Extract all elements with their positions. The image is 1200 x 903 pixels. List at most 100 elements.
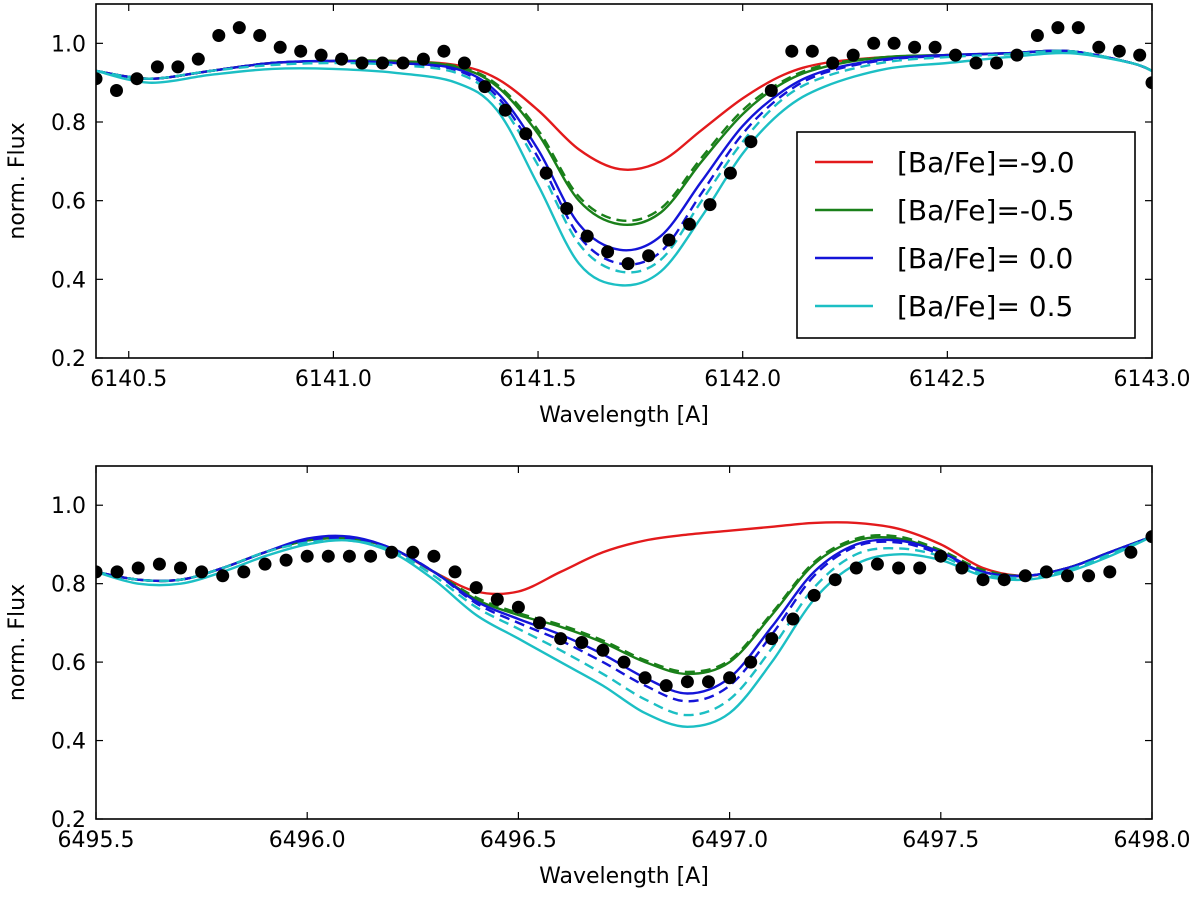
observed-point xyxy=(744,135,758,149)
x-tick-label: 6141.5 xyxy=(500,367,577,392)
observed-point xyxy=(642,249,656,263)
observed-point xyxy=(683,217,696,231)
observed-point xyxy=(478,80,492,94)
observed-point xyxy=(498,103,512,117)
observed-point xyxy=(490,592,504,606)
observed-point xyxy=(364,549,378,563)
observed-point xyxy=(560,202,574,215)
observed-point xyxy=(870,557,884,571)
y-tick-label: 0.4 xyxy=(51,730,86,755)
y-tick-label: 0.8 xyxy=(51,573,86,598)
observed-point xyxy=(846,48,860,62)
x-tick-label: 6140.5 xyxy=(90,367,167,392)
y-tick-label: 0.2 xyxy=(51,347,86,372)
x-tick-label: 6142.5 xyxy=(909,367,986,392)
legend-label: [Ba/Fe]=-0.5 xyxy=(897,194,1075,227)
observed-point xyxy=(448,565,462,579)
observed-point xyxy=(662,233,676,247)
observed-point xyxy=(638,671,652,685)
observed-point xyxy=(828,573,842,587)
observed-point xyxy=(258,557,272,571)
observed-point xyxy=(826,56,840,70)
x-tick-label: 6143.0 xyxy=(1114,367,1191,392)
y-tick-label: 0.6 xyxy=(51,651,86,676)
axes-frame xyxy=(95,465,1153,820)
series-line-4-dashed xyxy=(96,49,1152,266)
observed-point xyxy=(928,40,942,54)
observed-point xyxy=(1145,76,1152,90)
observed-point xyxy=(273,40,287,54)
observed-point xyxy=(849,561,863,575)
observed-point xyxy=(152,557,166,571)
observed-point xyxy=(934,549,948,563)
observed-point xyxy=(1133,48,1147,62)
observed-point xyxy=(575,636,589,649)
observed-point xyxy=(406,545,420,559)
y-tick-label: 0.4 xyxy=(51,268,86,293)
observed-point xyxy=(723,671,737,685)
observed-point xyxy=(300,549,314,563)
x-tick-label: 6498.0 xyxy=(1114,828,1191,853)
observed-point xyxy=(539,166,553,180)
x-axis-label: Wavelength [A] xyxy=(539,403,709,428)
observed-point xyxy=(131,561,145,575)
x-tick-label: 6495.5 xyxy=(58,828,135,853)
observed-point xyxy=(396,56,410,70)
observed-point xyxy=(702,675,715,689)
observed-point xyxy=(601,245,615,259)
observed-point xyxy=(1030,29,1044,42)
series-line-5 xyxy=(96,51,1152,287)
y-tick-label: 1.0 xyxy=(51,494,86,519)
observed-point xyxy=(195,565,209,579)
observed-point xyxy=(703,198,717,212)
observed-point xyxy=(1051,21,1065,35)
axes-frame xyxy=(95,3,1153,359)
observed-point xyxy=(1145,530,1152,544)
observed-point xyxy=(519,127,533,141)
observed-point xyxy=(533,616,546,630)
series-line-0 xyxy=(96,521,1152,596)
observed-point xyxy=(1039,565,1053,579)
observed-point xyxy=(191,52,205,66)
observed-point xyxy=(216,569,230,583)
observed-point xyxy=(171,60,185,74)
plot-area xyxy=(96,521,1152,728)
observed-point xyxy=(110,84,123,97)
x-tick-label: 6141.0 xyxy=(295,367,372,392)
observed-point xyxy=(1010,48,1024,62)
observed-point xyxy=(723,166,737,180)
observed-point xyxy=(1082,569,1096,583)
observed-point xyxy=(680,675,694,689)
observed-point xyxy=(174,561,187,575)
observed-point xyxy=(294,44,308,58)
observed-point xyxy=(321,549,335,563)
observed-point xyxy=(764,84,778,97)
observed-point xyxy=(807,588,821,602)
observed-point xyxy=(949,48,962,62)
y-axis-label: norm. Flux xyxy=(5,584,30,701)
x-tick-label: 6142.0 xyxy=(704,367,781,392)
observed-point xyxy=(867,36,881,50)
observed-point xyxy=(887,36,901,50)
x-tick-label: 6497.5 xyxy=(902,828,979,853)
plot-area xyxy=(96,21,1152,287)
legend-label: [Ba/Fe]=-9.0 xyxy=(897,146,1075,179)
observed-point xyxy=(511,600,525,614)
observed-point xyxy=(237,565,251,579)
upper-panel-ba-6141: 6140.5 6141.0 6141.5 6142.0 6142.5 6143.0 0.2 0… xyxy=(5,3,1191,428)
observed-point xyxy=(457,56,471,70)
y-tick-label: 0.6 xyxy=(51,190,86,215)
observed-point xyxy=(997,573,1011,587)
observed-point xyxy=(437,44,451,58)
observed-point xyxy=(416,52,430,66)
x-tick-label: 6496.5 xyxy=(480,828,557,853)
observed-point xyxy=(376,56,389,70)
observed-point xyxy=(765,632,779,646)
observed-point xyxy=(621,257,635,271)
x-axis-label: Wavelength [A] xyxy=(539,864,709,889)
observed-point xyxy=(253,29,267,42)
observed-point xyxy=(969,56,983,70)
observed-point xyxy=(335,52,349,66)
observed-point xyxy=(279,553,293,567)
